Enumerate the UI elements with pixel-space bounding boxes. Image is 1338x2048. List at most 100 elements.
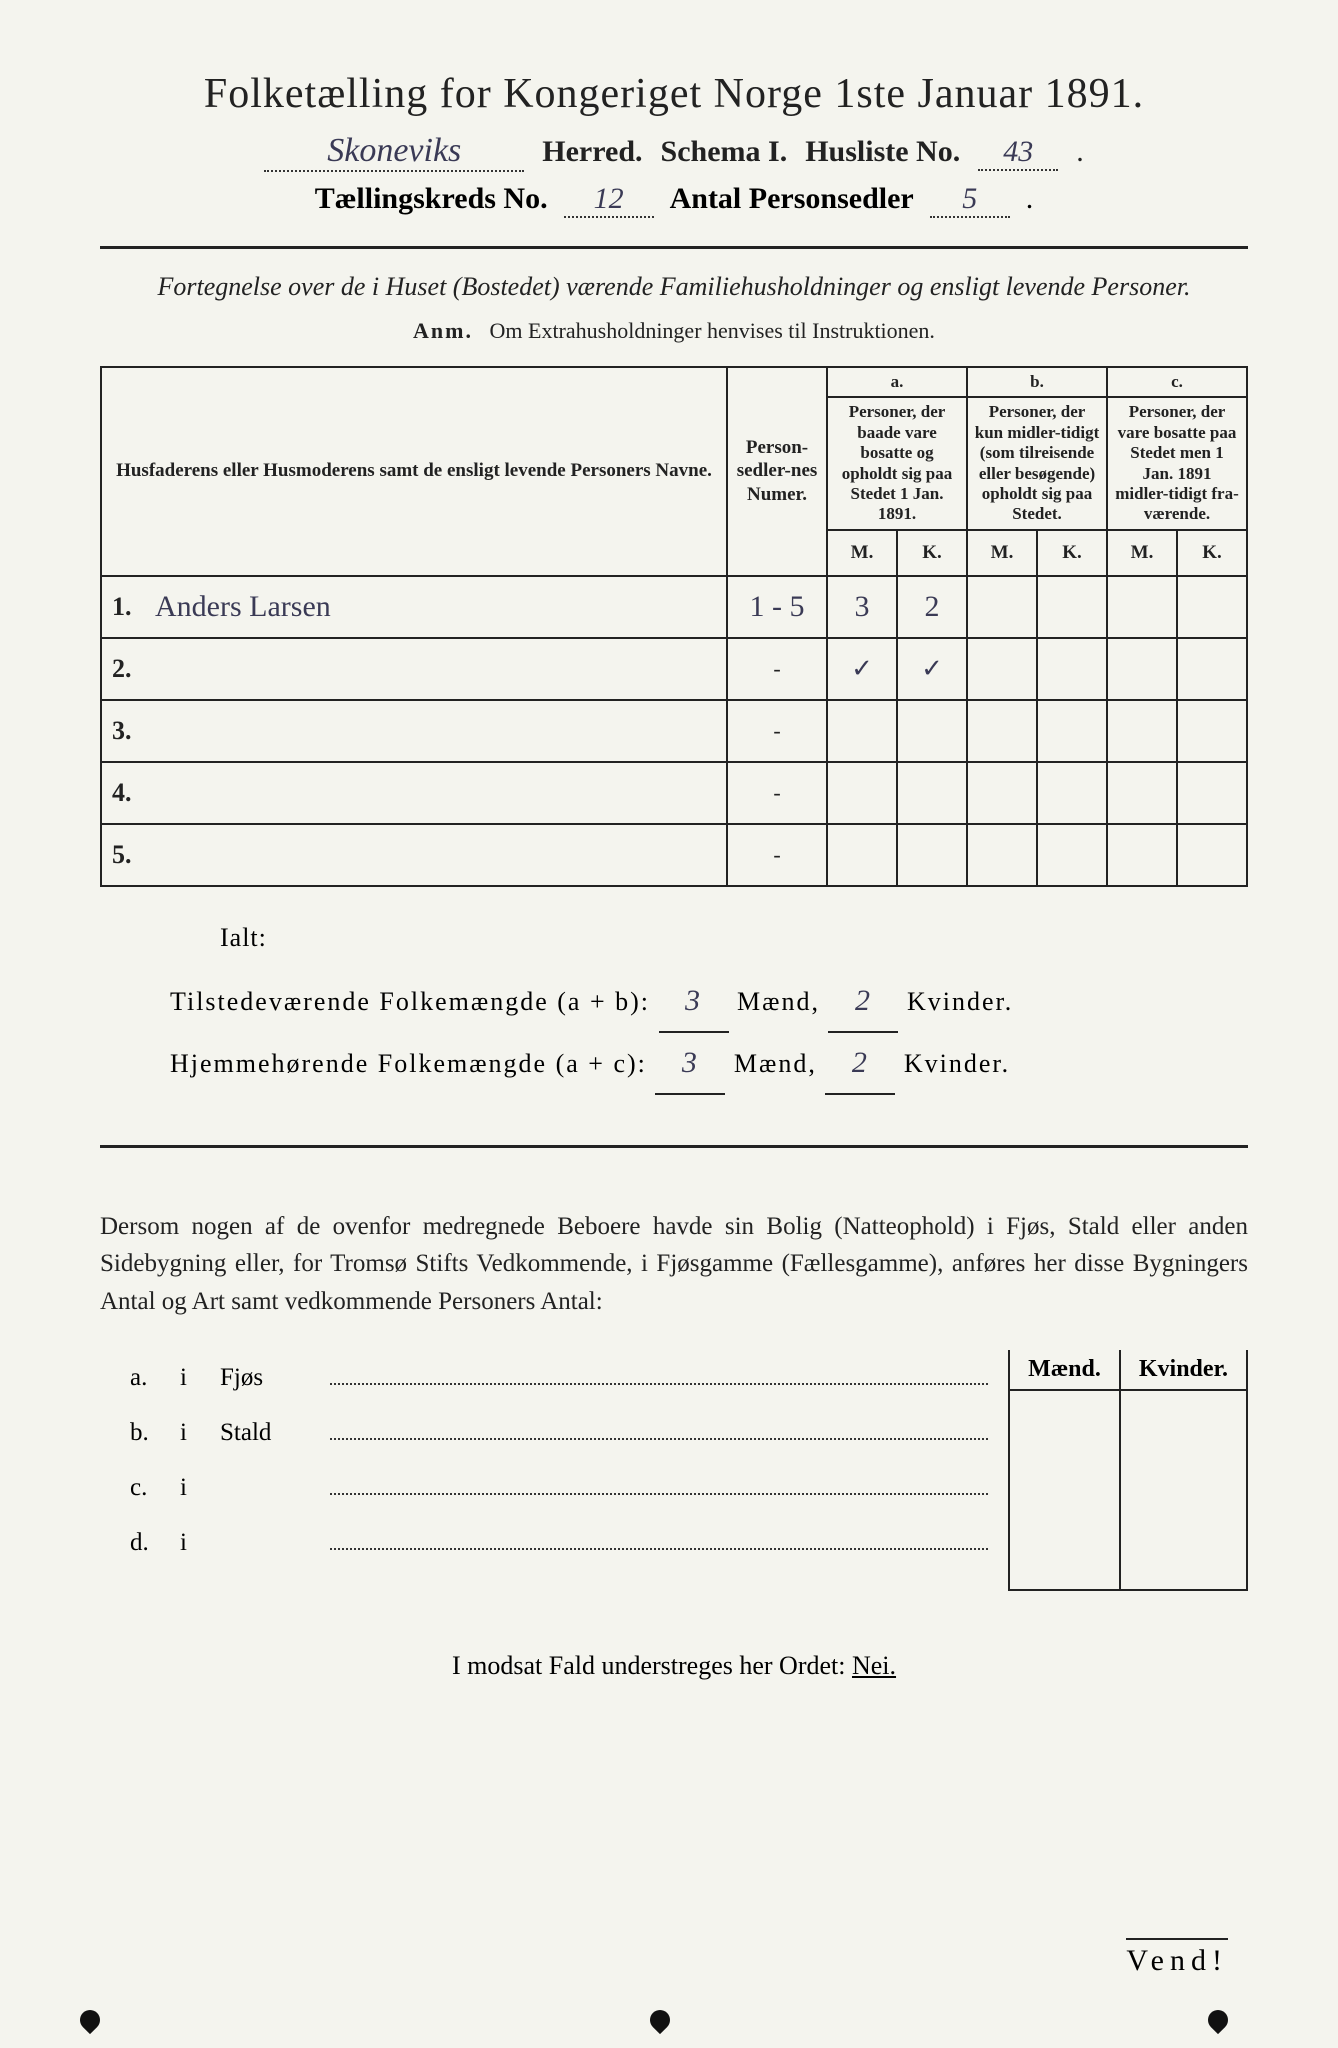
row-a-m: 3 — [827, 576, 897, 638]
row-seq: 1 - 5 — [727, 576, 827, 638]
row-c-k — [1177, 824, 1247, 886]
col-a-m: M. — [827, 530, 897, 576]
row-c-k — [1177, 700, 1247, 762]
col-c: Personer, der vare bosatte paa Stedet me… — [1107, 397, 1247, 529]
bld-k: Kvinder. — [1120, 1350, 1247, 1390]
col-b-m: M. — [967, 530, 1037, 576]
row-b-m — [967, 576, 1037, 638]
row-b-m — [967, 762, 1037, 824]
row-seq: - — [727, 824, 827, 886]
binding-pin-icon — [1204, 2006, 1232, 2034]
row-name — [149, 762, 727, 824]
kreds-label: Tællingskreds No. — [315, 182, 548, 216]
buildings-mk-table: Mænd. Kvinder. — [1008, 1350, 1248, 1591]
building-row: a.iFjøs — [130, 1350, 988, 1405]
husliste-label: Husliste No. — [805, 135, 960, 169]
description: Fortegnelse over de i Huset (Bostedet) v… — [130, 269, 1218, 304]
page-title: Folketælling for Kongeriget Norge 1ste J… — [100, 70, 1248, 118]
row-a-k — [897, 700, 967, 762]
row-name — [149, 638, 727, 700]
ialt-label: Ialt: — [220, 923, 1248, 953]
totals-block: Tilstedeværende Folkemængde (a + b): 3 M… — [170, 971, 1248, 1095]
vend-label: Vend! — [1126, 1938, 1228, 1978]
col-b: Personer, der kun midler-tidigt (som til… — [967, 397, 1107, 529]
household-table: Husfaderens eller Husmoderens samt de en… — [100, 366, 1248, 886]
table-row: 2.-✓✓ — [101, 638, 1247, 700]
col-a-label: a. — [827, 367, 967, 397]
row-c-m — [1107, 700, 1177, 762]
col-a-k: K. — [897, 530, 967, 576]
row-b-m — [967, 700, 1037, 762]
row-num: 4. — [101, 762, 149, 824]
schema-label: Schema I. — [661, 135, 788, 169]
row-c-m — [1107, 824, 1177, 886]
row-a-k: ✓ — [897, 638, 967, 700]
row-b-k — [1037, 576, 1107, 638]
row-a-m: ✓ — [827, 638, 897, 700]
row-c-m — [1107, 762, 1177, 824]
building-row: b.iStald — [130, 1405, 988, 1460]
modsat-line: I modsat Fald understreges her Ordet: Ne… — [100, 1651, 1248, 1681]
row-b-m — [967, 638, 1037, 700]
row-a-k — [897, 762, 967, 824]
kreds-row: Tællingskreds No. 12 Antal Personsedler … — [100, 182, 1248, 218]
hjemme-label: Hjemmehørende Folkemængde (a + c): — [170, 1049, 647, 1078]
herred-value: Skoneviks — [327, 132, 461, 169]
building-row: c.i — [130, 1460, 988, 1515]
row-seq: - — [727, 762, 827, 824]
row-a-m — [827, 762, 897, 824]
col-a: Personer, der baade vare bosatte og opho… — [827, 397, 967, 529]
row-a-m — [827, 824, 897, 886]
col-name: Husfaderens eller Husmoderens samt de en… — [101, 367, 727, 575]
row-a-k — [897, 824, 967, 886]
buildings-section: a.iFjøsb.iStaldc.id.i Mænd. Kvinder. — [100, 1350, 1248, 1591]
bld-m: Mænd. — [1009, 1350, 1120, 1390]
anm-label: Anm. — [413, 318, 473, 343]
divider-2 — [100, 1145, 1248, 1148]
row-c-k — [1177, 576, 1247, 638]
row-a-m — [827, 700, 897, 762]
tilstede-m: 3 — [685, 984, 702, 1017]
row-c-m — [1107, 638, 1177, 700]
row-num: 3. — [101, 700, 149, 762]
row-name: Anders Larsen — [149, 576, 727, 638]
antal-label: Antal Personsedler — [670, 182, 914, 216]
divider — [100, 246, 1248, 249]
row-seq: - — [727, 700, 827, 762]
dersom-text: Dersom nogen af de ovenfor medregnede Be… — [100, 1208, 1248, 1321]
binding-pin-icon — [76, 2006, 104, 2034]
tilstede-k: 2 — [855, 984, 872, 1017]
row-b-k — [1037, 700, 1107, 762]
row-name — [149, 824, 727, 886]
table-row: 4. - — [101, 762, 1247, 824]
row-c-m — [1107, 576, 1177, 638]
row-b-k — [1037, 638, 1107, 700]
row-num: 2. — [101, 638, 149, 700]
kreds-value: 12 — [594, 182, 624, 215]
col-seq: Person-sedler-nes Numer. — [727, 367, 827, 575]
table-row: 1.Anders Larsen1 - 532 — [101, 576, 1247, 638]
row-seq: - — [727, 638, 827, 700]
herred-row: Skoneviks Herred. Schema I. Husliste No.… — [100, 132, 1248, 172]
table-row: 3. - — [101, 700, 1247, 762]
row-a-k: 2 — [897, 576, 967, 638]
building-row: d.i — [130, 1515, 988, 1570]
tilstede-label: Tilstedeværende Folkemængde (a + b): — [170, 987, 650, 1016]
binding-pin-icon — [646, 2006, 674, 2034]
anm-text: Om Extrahusholdninger henvises til Instr… — [490, 318, 935, 343]
col-c-label: c. — [1107, 367, 1247, 397]
row-b-k — [1037, 824, 1107, 886]
antal-value: 5 — [962, 182, 977, 215]
census-form-page: Folketælling for Kongeriget Norge 1ste J… — [0, 0, 1338, 2048]
nei: Nei. — [852, 1651, 896, 1680]
hjemme-k: 2 — [852, 1046, 869, 1079]
col-b-label: b. — [967, 367, 1107, 397]
row-num: 1. — [101, 576, 149, 638]
anm-line: Anm. Om Extrahusholdninger henvises til … — [100, 318, 1248, 344]
row-c-k — [1177, 762, 1247, 824]
husliste-value: 43 — [1003, 135, 1033, 168]
row-num: 5. — [101, 824, 149, 886]
col-c-k: K. — [1177, 530, 1247, 576]
row-b-k — [1037, 762, 1107, 824]
row-b-m — [967, 824, 1037, 886]
